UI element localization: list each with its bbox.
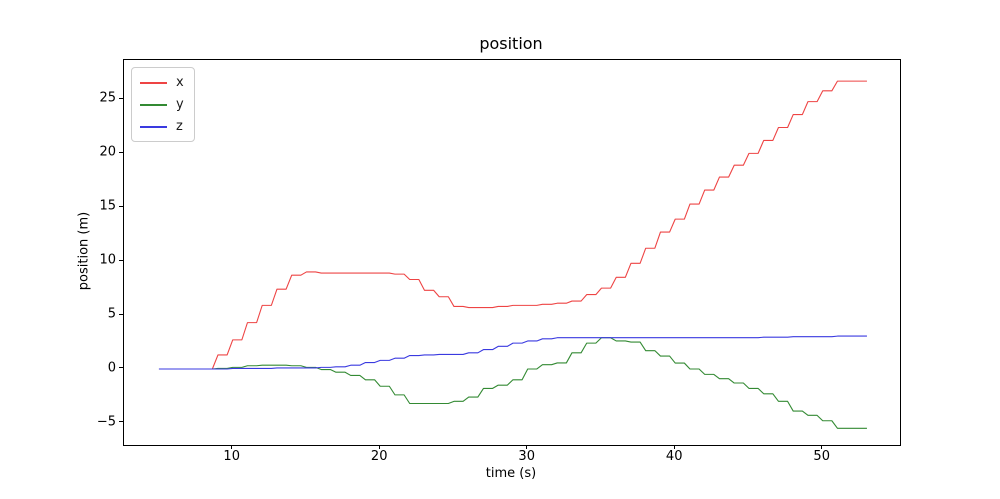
x-tick-label: 30: [518, 449, 535, 464]
legend-item-x: x: [140, 74, 184, 91]
legend-line-sample-x: [140, 81, 167, 84]
x-tick-label: 10: [223, 449, 240, 464]
y-tick-mark: [119, 313, 123, 315]
chart-title: position: [479, 34, 543, 53]
y-tick-mark: [119, 97, 123, 99]
series-line-x: [158, 80, 867, 370]
y-tick-label: −5: [96, 414, 116, 430]
x-tick-mark: [673, 445, 675, 449]
y-tick-label: 20: [99, 144, 116, 160]
y-tick-mark: [119, 151, 123, 153]
legend-item-z: z: [140, 118, 184, 135]
y-tick-label: 5: [107, 306, 116, 322]
plot-area: [123, 59, 901, 446]
legend-line-sample-y: [140, 103, 167, 106]
legend-line-sample-z: [140, 125, 167, 128]
y-tick-mark: [119, 205, 123, 207]
series-line-z: [158, 335, 867, 370]
x-tick-mark: [378, 445, 380, 449]
y-tick-mark: [119, 421, 123, 423]
legend-label-y: y: [176, 97, 184, 112]
x-tick-mark: [526, 445, 528, 449]
y-tick-mark: [119, 367, 123, 369]
x-tick-mark: [231, 445, 233, 449]
x-tick-label: 20: [370, 449, 388, 464]
legend-label-z: z: [176, 119, 183, 134]
y-tick-label: 15: [99, 198, 116, 214]
y-tick-label: 0: [107, 360, 116, 376]
y-tick-label: 25: [99, 90, 116, 106]
x-tick-label: 50: [813, 449, 830, 464]
legend-label-x: x: [176, 75, 184, 90]
x-axis-label: time (s): [485, 466, 537, 481]
y-axis-label: position (m): [76, 211, 92, 291]
y-tick-mark: [119, 259, 123, 261]
x-tick-mark: [821, 445, 823, 449]
plot-lines: [158, 80, 867, 429]
y-tick-label: 10: [99, 252, 116, 268]
legend-item-y: y: [140, 96, 184, 113]
x-tick-label: 40: [665, 449, 683, 464]
series-line-y: [158, 337, 867, 429]
